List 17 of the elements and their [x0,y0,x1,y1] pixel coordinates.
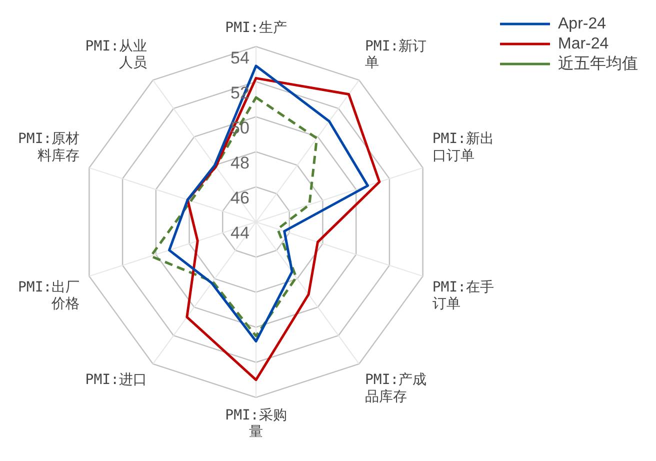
spoke-label: PMI:从业人员 [85,38,148,72]
legend-label: 近五年均值 [558,54,638,72]
y-tick-label: 44 [230,224,250,243]
spoke-label: PMI:生产 [225,20,287,36]
spoke-label: PMI:出厂价格 [18,279,80,312]
legend-label: Apr-24 [558,15,606,32]
legend-label: Mar-24 [558,35,609,52]
y-tick-label: 48 [230,154,250,173]
spoke-label: PMI:新订单 [364,38,427,72]
spoke-label: PMI:进口 [85,372,148,388]
y-tick-label: 46 [230,188,250,208]
y-tick-label: 54 [230,48,250,68]
spoke-label: PMI:原材料库存 [18,131,80,164]
spoke-label: PMI:采购量 [225,407,287,440]
spoke-label: PMI:产成品库存 [364,372,427,405]
spoke-label: PMI:新出口订单 [432,131,494,164]
spoke-label: PMI:在手订单 [432,279,494,312]
